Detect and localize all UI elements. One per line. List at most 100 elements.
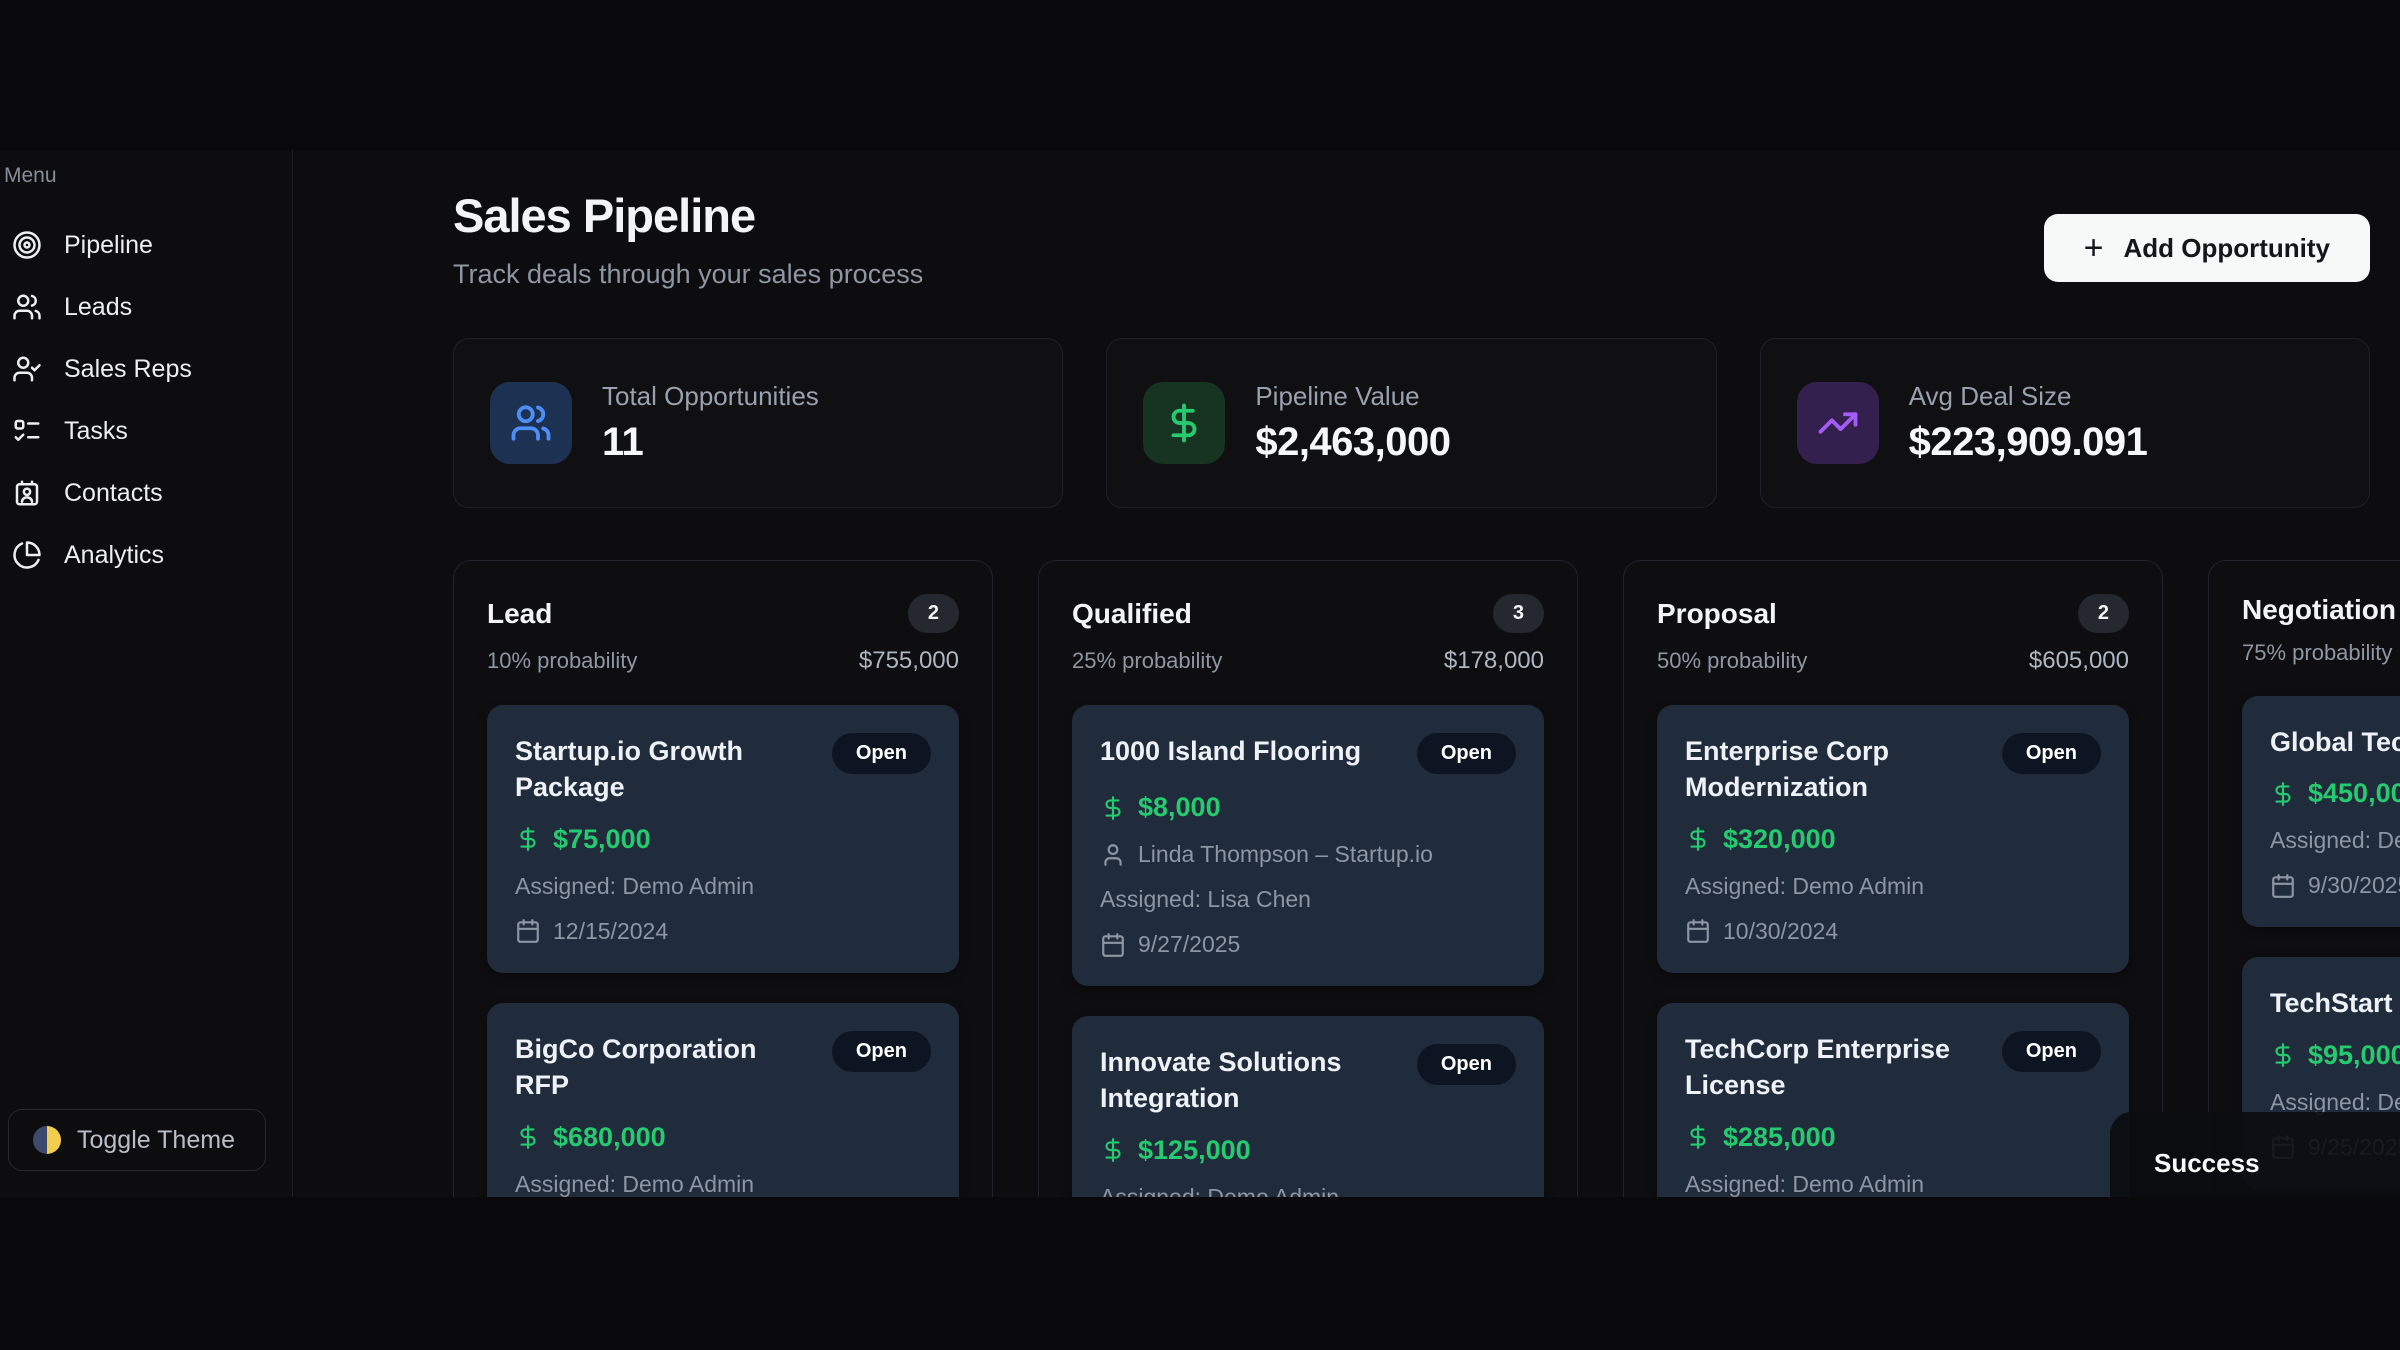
stat-text: Pipeline Value $2,463,000 — [1255, 381, 1451, 465]
stat-card-pipeline-value: Pipeline Value $2,463,000 — [1106, 338, 1717, 508]
column-count-badge: 2 — [2077, 594, 2129, 633]
dollar-icon — [1690, 827, 1706, 852]
column-count-badge: 2 — [907, 594, 959, 633]
user-icon — [1104, 843, 1122, 866]
deal-assigned: Assigned: Demo Admin — [515, 1170, 755, 1197]
status-badge: Open — [2001, 733, 2101, 774]
column-total: $605,000 — [2028, 647, 2129, 674]
column-count-badge: 3 — [1492, 594, 1544, 633]
deal-value: $8,000 — [1138, 792, 1221, 822]
target-icon — [13, 231, 41, 259]
column-header: Qualified 3 — [1072, 594, 1544, 633]
users-icon — [511, 405, 551, 441]
column-proposal: Proposal 2 50% probability $605,000 Ente… — [1623, 560, 2163, 1197]
column-name: Lead — [487, 597, 553, 629]
app-window: Menu Pipeline Leads Sales Rep — [0, 150, 2400, 1197]
list-todo-icon — [14, 419, 40, 441]
deal-assigned: Assigned: Demo Admin — [2270, 827, 2400, 854]
page-title: Sales Pipeline — [453, 189, 756, 242]
deal-title: Startup.io Growth Package — [515, 736, 743, 803]
column-name: Qualified — [1072, 597, 1192, 629]
deal-card[interactable]: 1000 Island Flooring Open $8,000 Linda T… — [1072, 705, 1544, 986]
deal-card[interactable]: Startup.io Growth Package Open $75,000 A… — [487, 705, 959, 973]
sidebar-item-contacts[interactable]: Contacts — [2, 462, 292, 524]
toggle-theme-button[interactable]: Toggle Theme — [8, 1109, 266, 1171]
pie-chart-icon — [13, 541, 41, 569]
stat-text: Avg Deal Size $223,909.091 — [1909, 381, 2148, 465]
sidebar-item-analytics[interactable]: Analytics — [2, 524, 292, 586]
deal-card[interactable]: BigCo Corporation RFP Open $680,000 Assi… — [487, 1002, 959, 1197]
stat-icon-tile — [1143, 382, 1226, 464]
menu-label: Menu — [4, 164, 57, 187]
deal-title: BigCo Corporation RFP — [515, 1033, 757, 1101]
column-probability: 25% probability — [1072, 648, 1223, 673]
stat-label: Pipeline Value — [1255, 381, 1420, 411]
column-subheader: 25% probability $178,000 — [1072, 647, 1544, 675]
status-badge: Open — [831, 733, 931, 774]
column-name: Negotiation — [2242, 594, 2396, 625]
deal-card[interactable]: Enterprise Corp Modernization Open $320,… — [1657, 705, 2129, 973]
sidebar-item-label: Tasks — [64, 416, 128, 445]
deal-assigned: Assigned: Demo Admin — [1100, 1183, 1340, 1197]
sidebar-item-pipeline[interactable]: Pipeline — [2, 214, 292, 276]
sidebar-item-tasks[interactable]: Tasks — [2, 400, 292, 462]
calendar-icon — [517, 919, 539, 944]
column-header: Negotiation — [2242, 594, 2400, 626]
sidebar-item-label: Leads — [64, 292, 133, 321]
deal-assigned: Assigned: Demo Admin — [1685, 872, 1925, 899]
column-header: Lead 2 — [487, 594, 959, 633]
column-subheader: 50% probability $605,000 — [1657, 647, 2129, 675]
dollar-icon — [520, 827, 536, 852]
status-badge: Open — [1416, 1044, 1516, 1085]
dollar-icon — [1105, 795, 1121, 820]
sidebar-spacer — [2, 586, 292, 1109]
trending-up-icon — [1818, 412, 1858, 434]
dollar-icon — [1171, 403, 1197, 443]
column-total: $755,000 — [858, 647, 959, 674]
main-content: Sales Pipeline Track deals through your … — [293, 150, 2400, 1197]
calendar-icon — [2272, 874, 2294, 898]
deal-value: $680,000 — [553, 1121, 666, 1152]
deal-value: $75,000 — [553, 823, 651, 854]
dollar-icon — [1105, 1138, 1121, 1163]
deal-value: $450,000 — [2308, 778, 2400, 809]
deal-value: $320,000 — [1723, 823, 1836, 854]
deal-card[interactable]: TechCorp Enterprise License Open $285,00… — [1657, 1002, 2129, 1197]
sidebar-item-leads[interactable]: Leads — [2, 276, 292, 338]
calendar-icon — [1102, 932, 1124, 957]
page-header: Sales Pipeline Track deals through your … — [453, 188, 2370, 290]
status-badge: Open — [831, 1030, 931, 1072]
sidebar-item-sales-reps[interactable]: Sales Reps — [2, 338, 292, 400]
sidebar: Menu Pipeline Leads Sales Rep — [0, 150, 293, 1197]
toggle-theme-label: Toggle Theme — [77, 1125, 235, 1154]
add-opportunity-button[interactable]: + Add Opportunity — [2043, 214, 2370, 282]
column-probability: 10% probability — [487, 648, 638, 673]
stat-value: 11 — [602, 420, 644, 464]
deal-card[interactable]: Innovate Solutions Integration Open $125… — [1072, 1016, 1544, 1197]
stat-label: Avg Deal Size — [1908, 381, 2072, 411]
contact-card-icon — [15, 480, 39, 506]
column-probability: 50% probability — [1657, 648, 1808, 673]
sidebar-item-label: Sales Reps — [64, 354, 192, 383]
deal-assigned: Assigned: Demo Admin — [515, 872, 755, 899]
deal-card[interactable]: Global Tech $450,000 Assigned: Demo Admi… — [2242, 696, 2400, 928]
deal-title: Global Tech — [2270, 727, 2400, 757]
sidebar-item-label: Pipeline — [64, 230, 153, 259]
sidebar-item-label: Analytics — [64, 540, 165, 569]
users-icon — [13, 294, 41, 320]
success-toast[interactable]: Success — [2110, 1112, 2400, 1197]
dollar-icon — [520, 1125, 536, 1150]
deal-value: $95,000 — [2308, 1039, 2400, 1070]
column-lead: Lead 2 10% probability $755,000 Startup.… — [453, 560, 993, 1197]
column-total: $178,000 — [1443, 647, 1544, 674]
kanban-board: Lead 2 10% probability $755,000 Startup.… — [453, 560, 2400, 1197]
status-badge: Open — [2001, 1030, 2101, 1072]
deal-assigned: Assigned: Demo Admin — [2270, 1088, 2400, 1115]
user-check-icon — [13, 356, 41, 382]
column-header: Proposal 2 — [1657, 594, 2129, 633]
deal-assigned: Assigned: Demo Admin — [1685, 1170, 1925, 1197]
deal-value: $285,000 — [1723, 1121, 1836, 1152]
column-negotiation: Negotiation 75% probability Global Tech … — [2208, 560, 2400, 1197]
deal-date: 10/30/2024 — [1723, 917, 1839, 944]
